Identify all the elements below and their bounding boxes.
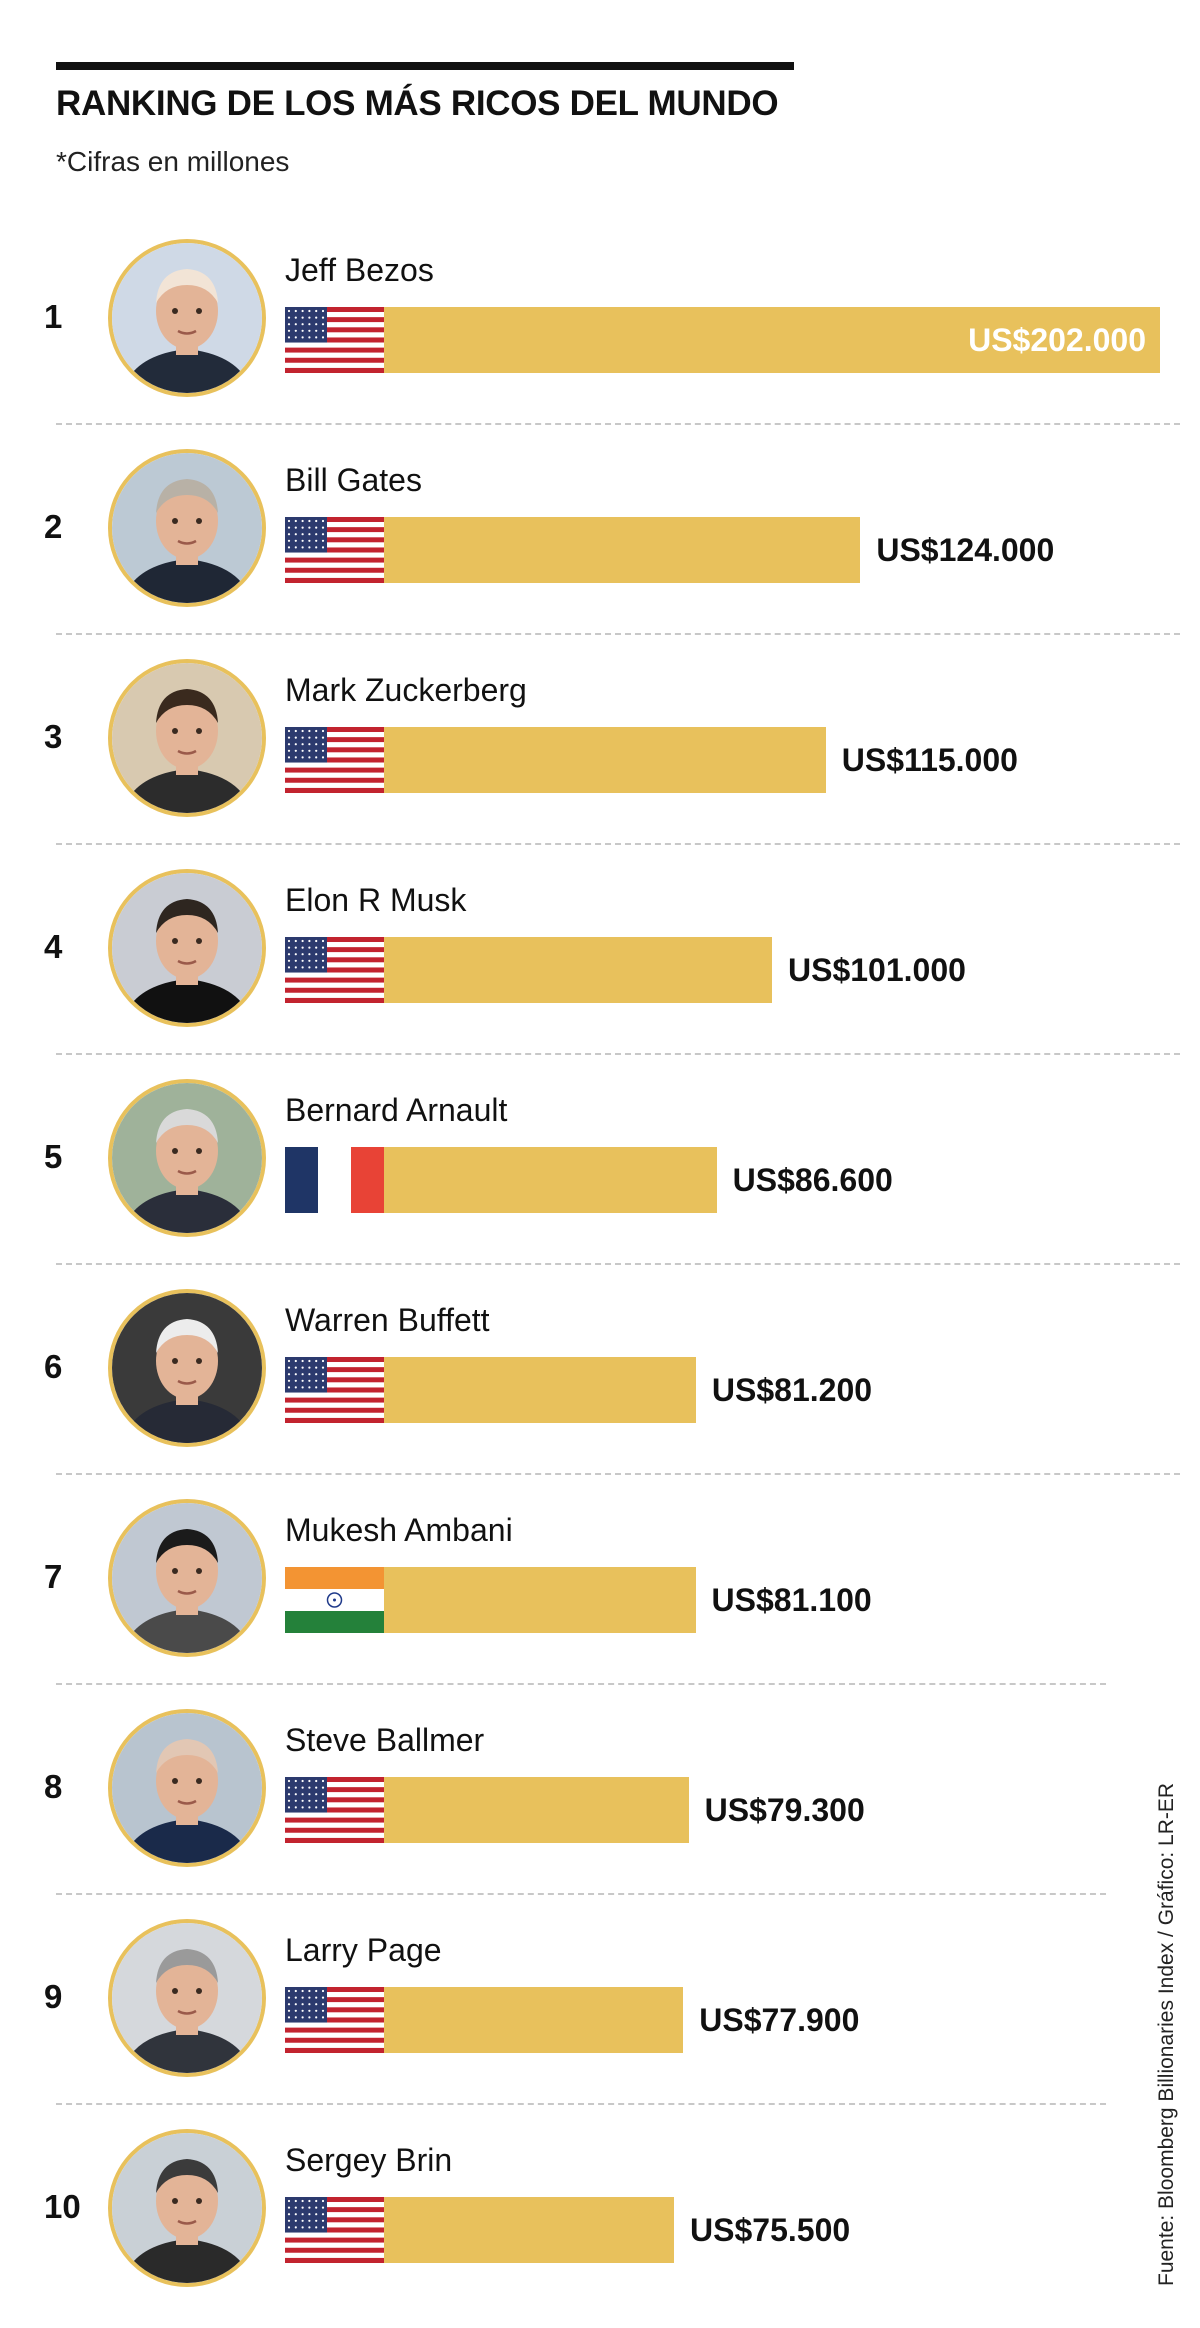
us-flag-icon: [285, 1987, 384, 2053]
wealth-bar: [384, 727, 826, 793]
wealth-value-label: US$124.000: [876, 532, 1055, 568]
rank-number: 8: [44, 1768, 63, 1805]
rank-number: 4: [44, 928, 63, 965]
us-flag-icon: [285, 1777, 384, 1843]
us-flag-icon: [285, 2197, 384, 2263]
person-photo: [108, 1919, 266, 2077]
person-photo: [108, 659, 266, 817]
us-flag-icon: [285, 1357, 384, 1423]
row-divider: [56, 1053, 1180, 1055]
person-name: Bill Gates: [285, 462, 422, 498]
wealth-bar: [384, 1567, 696, 1633]
us-flag-icon: [285, 727, 384, 793]
wealth-value-label: US$115.000: [841, 742, 1018, 778]
ranking-row: 6 Warren Buffett US$81.200: [0, 1268, 1200, 1478]
person-name: Elon R Musk: [285, 882, 467, 918]
person-name: Warren Buffett: [285, 1302, 490, 1338]
wealth-bar: [384, 1357, 696, 1423]
rank-number: 3: [44, 718, 63, 755]
wealth-bar: [384, 1147, 717, 1213]
rank-number: 6: [44, 1348, 63, 1385]
us-flag-icon: [285, 517, 384, 583]
wealth-bar: [384, 937, 772, 1003]
ranking-row: 9 Larry Page US$77.900: [0, 1898, 1200, 2108]
ranking-row: 1 Jeff Bezos US$202.000: [0, 218, 1200, 428]
person-name: Jeff Bezos: [285, 252, 434, 288]
person-photo: [108, 1289, 266, 1447]
row-divider: [56, 1893, 1106, 1895]
ranking-row: 5 Bernard Arnault US$86.600: [0, 1058, 1200, 1268]
wealth-bar: [384, 307, 1160, 373]
wealth-value-label: US$101.000: [788, 952, 966, 988]
ranking-row: 2 Bill Gates US$124.000: [0, 428, 1200, 638]
wealth-bar: [384, 1987, 684, 2053]
wealth-value-label: US$202.000: [968, 322, 1146, 358]
us-flag-icon: [285, 307, 384, 373]
row-divider: [56, 1473, 1180, 1475]
person-photo: [108, 239, 266, 397]
person-photo: [108, 449, 266, 607]
wealth-bar: [384, 517, 861, 583]
wealth-bar: [384, 2197, 675, 2263]
wealth-value-label: US$79.300: [704, 1792, 865, 1828]
rank-number: 5: [44, 1138, 63, 1175]
rank-number: 9: [44, 1978, 63, 2015]
chart-subtitle: *Cifras en millones: [56, 146, 290, 177]
ranking-row: 3 Mark Zuckerberg US$115.000: [0, 638, 1200, 848]
person-photo: [108, 2129, 266, 2287]
person-name: Larry Page: [285, 1932, 442, 1968]
wealth-bar: [384, 1777, 689, 1843]
ranking-row: 7 Mukesh Ambani US$81.100: [0, 1478, 1200, 1688]
wealth-value-label: US$77.900: [699, 2002, 860, 2038]
wealth-value-label: US$81.100: [711, 1582, 872, 1618]
rank-number: 2: [44, 508, 63, 545]
row-divider: [56, 633, 1180, 635]
us-flag-icon: [285, 937, 384, 1003]
person-photo: [108, 1709, 266, 1867]
row-divider: [56, 2103, 1106, 2105]
rank-number: 10: [44, 2188, 81, 2225]
person-name: Bernard Arnault: [285, 1092, 508, 1128]
row-divider: [56, 1683, 1106, 1685]
row-divider: [56, 423, 1180, 425]
top-rule: [56, 62, 794, 70]
ranking-row: 8 Steve Ballmer US$79.300: [0, 1688, 1200, 1898]
rank-number: 7: [44, 1558, 63, 1595]
person-name: Steve Ballmer: [285, 1722, 485, 1758]
chart-title: RANKING DE LOS MÁS RICOS DEL MUNDO: [56, 84, 779, 123]
person-name: Mark Zuckerberg: [285, 672, 527, 708]
france-flag-icon: [285, 1147, 384, 1213]
ranking-row: 4 Elon R Musk US$101.000: [0, 848, 1200, 1058]
row-divider: [56, 1263, 1180, 1265]
ranking-row: 10 Sergey Brin US$75.500: [0, 2108, 1200, 2318]
wealth-value-label: US$86.600: [732, 1162, 893, 1198]
source-credit: Fuente: Bloomberg Billionaries Index / G…: [1155, 1782, 1178, 2286]
person-photo: [108, 1079, 266, 1237]
person-photo: [108, 1499, 266, 1657]
wealth-value-label: US$75.500: [690, 2212, 851, 2248]
row-divider: [56, 843, 1180, 845]
person-name: Sergey Brin: [285, 2142, 453, 2178]
person-photo: [108, 869, 266, 1027]
person-name: Mukesh Ambani: [285, 1512, 513, 1548]
wealth-value-label: US$81.200: [711, 1372, 873, 1408]
rank-number: 1: [44, 298, 63, 335]
india-flag-icon: [285, 1567, 384, 1633]
